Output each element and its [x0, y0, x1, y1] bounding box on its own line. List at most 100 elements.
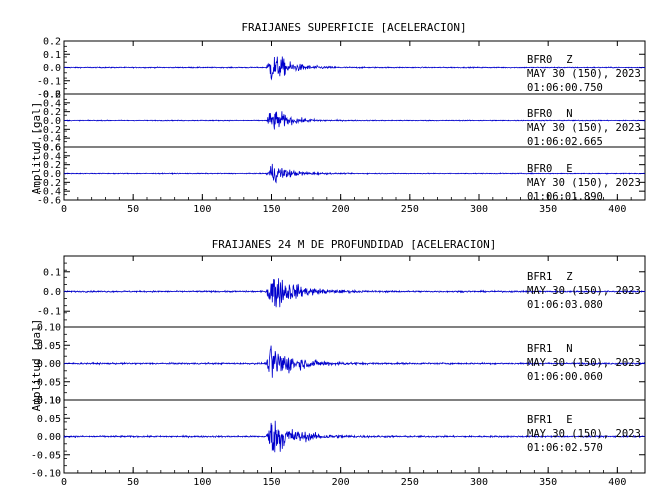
y-axis-label: Amplitud [gal] [30, 319, 43, 412]
y-tick-label: -0.2 [37, 178, 61, 189]
y-tick-label: 0.0 [43, 169, 61, 180]
y-tick-label: 0.6 [43, 90, 61, 101]
x-tick-label: 100 [193, 204, 211, 215]
y-tick-label: -0.4 [37, 187, 61, 198]
x-tick-label: 0 [61, 477, 67, 488]
y-tick-label: -0.2 [37, 90, 61, 101]
x-tick-label: 350 [539, 477, 557, 488]
panel-bfr1-z: 0.1 0.0 -0.1 BFR1 Z MAY 30 (150), 2023 01:0… [37, 255, 646, 328]
x-tick-label: 300 [470, 477, 488, 488]
station-info: BFR1 N MAY 30 (150), 2023 01:06:00.060 [527, 343, 641, 383]
station-code: BFR0 [527, 108, 552, 120]
component-label: E [566, 414, 572, 426]
chart-title: FRAIJANES SUPERFICIE [ACELERACION] [241, 21, 466, 34]
y-tick-label: -0.10 [31, 396, 61, 407]
event-date: MAY 30 (150), 2023 [527, 68, 641, 80]
x-tick-label: 250 [401, 204, 419, 215]
station-info: BFR0 N MAY 30 (150), 2023 01:06:02.665 [527, 108, 641, 148]
station-info: BFR0 E MAY 30 (150), 2023 01:06:01.890 [527, 163, 641, 203]
x-tick-label: 150 [262, 204, 280, 215]
y-tick-label: -0.4 [37, 134, 61, 145]
event-date: MAY 30 (150), 2023 [527, 177, 641, 189]
station-code: BFR1 [527, 271, 552, 283]
station-code: BFR1 [527, 414, 552, 426]
y-tick-label: 0.6 [43, 143, 61, 154]
y-tick-label: -0.1 [37, 76, 61, 87]
y-tick-label: -0.05 [31, 450, 61, 461]
panel-bfr1-n: 0.10 0.05 0.00 -0.05 -0.10 BFR1 N MAY 30 (150… [31, 323, 646, 407]
y-tick-label: 0.00 [37, 359, 61, 370]
y-tick-label: 0.10 [37, 396, 61, 407]
y-tick-label: 0.00 [37, 432, 61, 443]
x-tick-label: 150 [262, 477, 280, 488]
event-time: 01:06:00.060 [527, 371, 603, 383]
event-time: 01:06:00.750 [527, 82, 603, 94]
y-tick-label: -0.6 [37, 143, 61, 154]
event-date: MAY 30 (150), 2023 [527, 122, 641, 134]
panel-bfr0-z: 0.2 0.1 0.0 -0.1 -0.2 BFR0 Z MAY 30 (150), 20… [37, 37, 646, 101]
event-time: 01:06:02.665 [527, 136, 603, 148]
y-tick-label: 0.0 [43, 116, 61, 127]
y-axis-label: Amplitud [gal] [30, 102, 43, 195]
x-axis: 0 50 100 150 200 250 300 350 400 [61, 256, 646, 488]
y-tick-label: 0.05 [37, 341, 61, 352]
x-tick-label: 50 [127, 204, 139, 215]
x-tick-label: 300 [470, 204, 488, 215]
y-tick-label: 0.0 [43, 63, 61, 74]
figure-surface: FRAIJANES SUPERFICIE [ACELERACION] Ampli… [30, 21, 646, 215]
y-tick-label: 0.1 [43, 50, 61, 61]
component-label: Z [566, 271, 572, 283]
y-tick-label: 0.0 [43, 287, 61, 298]
x-tick-label: 100 [193, 477, 211, 488]
component-label: E [566, 163, 572, 175]
waveform-trace [63, 278, 646, 308]
station-info: BFR0 Z MAY 30 (150), 2023 01:06:00.750 [527, 54, 641, 94]
event-date: MAY 30 (150), 2023 [527, 428, 641, 440]
y-tick-label: -0.10 [31, 469, 61, 480]
station-code: BFR0 [527, 54, 552, 66]
waveform-trace [63, 163, 646, 184]
waveform-trace [63, 111, 646, 130]
event-time: 01:06:03.080 [527, 299, 603, 311]
x-tick-label: 200 [332, 204, 350, 215]
panel-bfr0-n: 0.60.40.20.0-0.2-0.4-0.6 BFR0 N MAY 30 (1… [37, 90, 646, 154]
event-date: MAY 30 (150), 2023 [527, 285, 641, 297]
event-time: 01:06:01.890 [527, 191, 603, 203]
y-tick-label: 0.10 [37, 323, 61, 334]
event-time: 01:06:02.570 [527, 442, 603, 454]
station-info: BFR1 E MAY 30 (150), 2023 01:06:02.570 [527, 414, 641, 454]
x-tick-label: 350 [539, 204, 557, 215]
station-code: BFR0 [527, 163, 552, 175]
component-label: N [566, 343, 572, 355]
x-tick-label: 250 [401, 477, 419, 488]
x-tick-label: 50 [127, 477, 139, 488]
x-axis: 0 50 100 150 200 250 300 350 400 [61, 41, 646, 215]
y-ticks: 0.60.40.20.0-0.2-0.4-0.6 [37, 143, 645, 207]
y-tick-label: -0.2 [37, 125, 61, 136]
x-tick-label: 0 [61, 204, 67, 215]
x-tick-label: 200 [332, 477, 350, 488]
y-tick-label: 0.4 [43, 98, 61, 109]
station-code: BFR1 [527, 343, 552, 355]
y-tick-label: 0.1 [43, 267, 61, 278]
y-tick-label: 0.2 [43, 107, 61, 118]
waveform-trace [64, 56, 646, 81]
y-tick-label: 0.05 [37, 414, 61, 425]
y-tick-label: -0.6 [37, 196, 61, 207]
y-ticks: 0.60.40.20.0-0.2-0.4-0.6 [37, 90, 645, 154]
x-tick-label: 400 [608, 477, 626, 488]
figure-depth: FRAIJANES 24 M DE PROFUNDIDAD [ACELERACI… [30, 238, 646, 488]
x-tick-label: 400 [608, 204, 626, 215]
waveform-trace [63, 420, 646, 453]
y-tick-label: -0.05 [31, 377, 61, 388]
y-tick-label: 0.2 [43, 160, 61, 171]
y-tick-label: -0.1 [37, 307, 61, 318]
component-label: Z [566, 54, 572, 66]
